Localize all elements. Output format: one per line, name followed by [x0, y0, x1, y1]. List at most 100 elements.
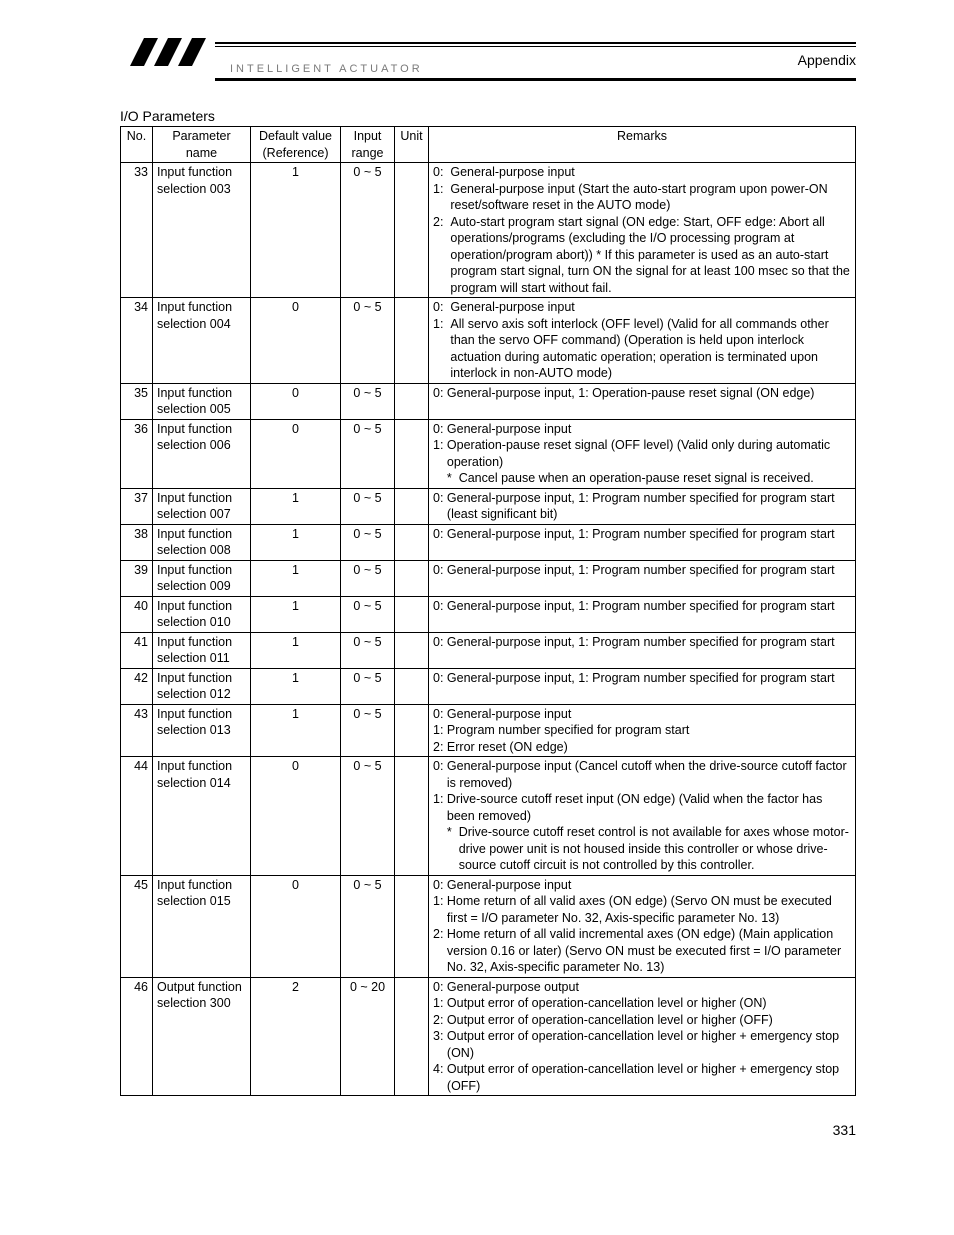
cell-no: 37 — [121, 488, 153, 524]
page-header: INTELLIGENT ACTUATOR Appendix — [120, 30, 856, 90]
remarks-body: Drive-source cutoff reset control is not… — [459, 824, 851, 874]
remarks-prefix: 1: — [433, 791, 447, 824]
col-unit: Unit — [395, 127, 429, 163]
cell-unit — [395, 704, 429, 757]
remarks-prefix: 2: — [433, 214, 450, 297]
appendix-label: Appendix — [798, 52, 856, 68]
remarks-line: 1: Output error of operation-cancellatio… — [433, 995, 851, 1012]
remarks-body: Output error of operation-cancellation l… — [447, 995, 851, 1012]
cell-remarks: 0: General-purpose input, 1: Program num… — [429, 560, 856, 596]
cell-no: 39 — [121, 560, 153, 596]
header-rule-top — [215, 42, 856, 44]
remarks-body: General-purpose input, 1: Program number… — [447, 526, 851, 543]
cell-default: 1 — [251, 488, 341, 524]
remarks-body: General-purpose input, 1: Operation-paus… — [447, 385, 851, 402]
remarks-line: 4: Output error of operation-cancellatio… — [433, 1061, 851, 1094]
cell-unit — [395, 419, 429, 488]
cell-name: Output function selection 300 — [153, 977, 251, 1096]
cell-default: 1 — [251, 524, 341, 560]
col-name: Parameter name — [153, 127, 251, 163]
cell-default: 1 — [251, 632, 341, 668]
cell-range: 0 ~ 5 — [341, 757, 395, 876]
cell-name: Input function selection 013 — [153, 704, 251, 757]
remarks-body: Output error of operation-cancellation l… — [447, 1028, 851, 1061]
table-body: 33Input function selection 00310 ~ 50: G… — [121, 163, 856, 1096]
brand-text: INTELLIGENT ACTUATOR — [230, 63, 423, 75]
cell-no: 42 — [121, 668, 153, 704]
remarks-line: 0: General-purpose input — [433, 164, 851, 181]
remarks-line: 1: Program number specified for program … — [433, 722, 851, 739]
remarks-line: 0: General-purpose input, 1: Program num… — [433, 634, 851, 651]
cell-name: Input function selection 010 — [153, 596, 251, 632]
remarks-line: 0: General-purpose input — [433, 877, 851, 894]
remarks-prefix: 2: — [433, 926, 447, 976]
table-row: 40Input function selection 01010 ~ 50: G… — [121, 596, 856, 632]
remarks-body: General-purpose input — [450, 299, 851, 316]
cell-range: 0 ~ 5 — [341, 163, 395, 298]
remarks-line: 2: Home return of all valid incremental … — [433, 926, 851, 976]
remarks-body: Error reset (ON edge) — [447, 739, 851, 756]
remarks-line: 0: General-purpose input, 1: Operation-p… — [433, 385, 851, 402]
cell-no: 46 — [121, 977, 153, 1096]
page-number: 331 — [120, 1122, 856, 1138]
cell-remarks: 0: General-purpose input, 1: Program num… — [429, 596, 856, 632]
cell-no: 35 — [121, 383, 153, 419]
col-default: Default value (Reference) — [251, 127, 341, 163]
remarks-line: 3: Output error of operation-cancellatio… — [433, 1028, 851, 1061]
col-remarks: Remarks — [429, 127, 856, 163]
remarks-line: * Drive-source cutoff reset control is n… — [433, 824, 851, 874]
cell-remarks: 0: General-purpose input, 1: Program num… — [429, 668, 856, 704]
cell-range: 0 ~ 20 — [341, 977, 395, 1096]
cell-no: 45 — [121, 875, 153, 977]
cell-name: Input function selection 003 — [153, 163, 251, 298]
table-row: 39Input function selection 00910 ~ 50: G… — [121, 560, 856, 596]
remarks-body: Drive-source cutoff reset input (ON edge… — [447, 791, 851, 824]
cell-default: 0 — [251, 383, 341, 419]
cell-no: 43 — [121, 704, 153, 757]
remarks-line: 0: General-purpose input — [433, 706, 851, 723]
cell-no: 40 — [121, 596, 153, 632]
col-range: Input range — [341, 127, 395, 163]
table-row: 38Input function selection 00810 ~ 50: G… — [121, 524, 856, 560]
cell-unit — [395, 596, 429, 632]
remarks-prefix: 1: — [433, 722, 447, 739]
remarks-body: General-purpose input — [450, 164, 851, 181]
remarks-body: General-purpose output — [447, 979, 851, 996]
cell-remarks: 0: General-purpose input1: All servo axi… — [429, 298, 856, 384]
remarks-body: General-purpose input — [447, 421, 851, 438]
remarks-line: 1: Drive-source cutoff reset input (ON e… — [433, 791, 851, 824]
cell-default: 0 — [251, 298, 341, 384]
remarks-prefix: 1: — [433, 316, 450, 382]
cell-range: 0 ~ 5 — [341, 632, 395, 668]
col-name-l1: Parameter — [172, 129, 230, 143]
cell-range: 0 ~ 5 — [341, 383, 395, 419]
cell-unit — [395, 488, 429, 524]
cell-default: 0 — [251, 419, 341, 488]
table-row: 43Input function selection 01310 ~ 50: G… — [121, 704, 856, 757]
remarks-prefix: 0: — [433, 385, 447, 402]
remarks-body: General-purpose input, 1: Program number… — [447, 670, 851, 687]
cell-unit — [395, 875, 429, 977]
section-title: I/O Parameters — [120, 108, 856, 124]
cell-name: Input function selection 014 — [153, 757, 251, 876]
cell-range: 0 ~ 5 — [341, 875, 395, 977]
remarks-body: Home return of all valid incremental axe… — [447, 926, 851, 976]
table-row: 33Input function selection 00310 ~ 50: G… — [121, 163, 856, 298]
cell-no: 44 — [121, 757, 153, 876]
cell-range: 0 ~ 5 — [341, 419, 395, 488]
cell-range: 0 ~ 5 — [341, 298, 395, 384]
cell-name: Input function selection 008 — [153, 524, 251, 560]
cell-no: 34 — [121, 298, 153, 384]
remarks-body: General-purpose input, 1: Program number… — [447, 490, 851, 523]
table-row: 42Input function selection 01210 ~ 50: G… — [121, 668, 856, 704]
remarks-prefix: 0: — [433, 758, 447, 791]
remarks-prefix: 1: — [433, 893, 447, 926]
remarks-prefix: 0: — [433, 526, 447, 543]
cell-name: Input function selection 012 — [153, 668, 251, 704]
cell-default: 1 — [251, 163, 341, 298]
remarks-prefix: 3: — [433, 1028, 447, 1061]
remarks-prefix: 0: — [433, 299, 450, 316]
remarks-prefix: 0: — [433, 421, 447, 438]
remarks-line: 2: Error reset (ON edge) — [433, 739, 851, 756]
cell-name: Input function selection 005 — [153, 383, 251, 419]
